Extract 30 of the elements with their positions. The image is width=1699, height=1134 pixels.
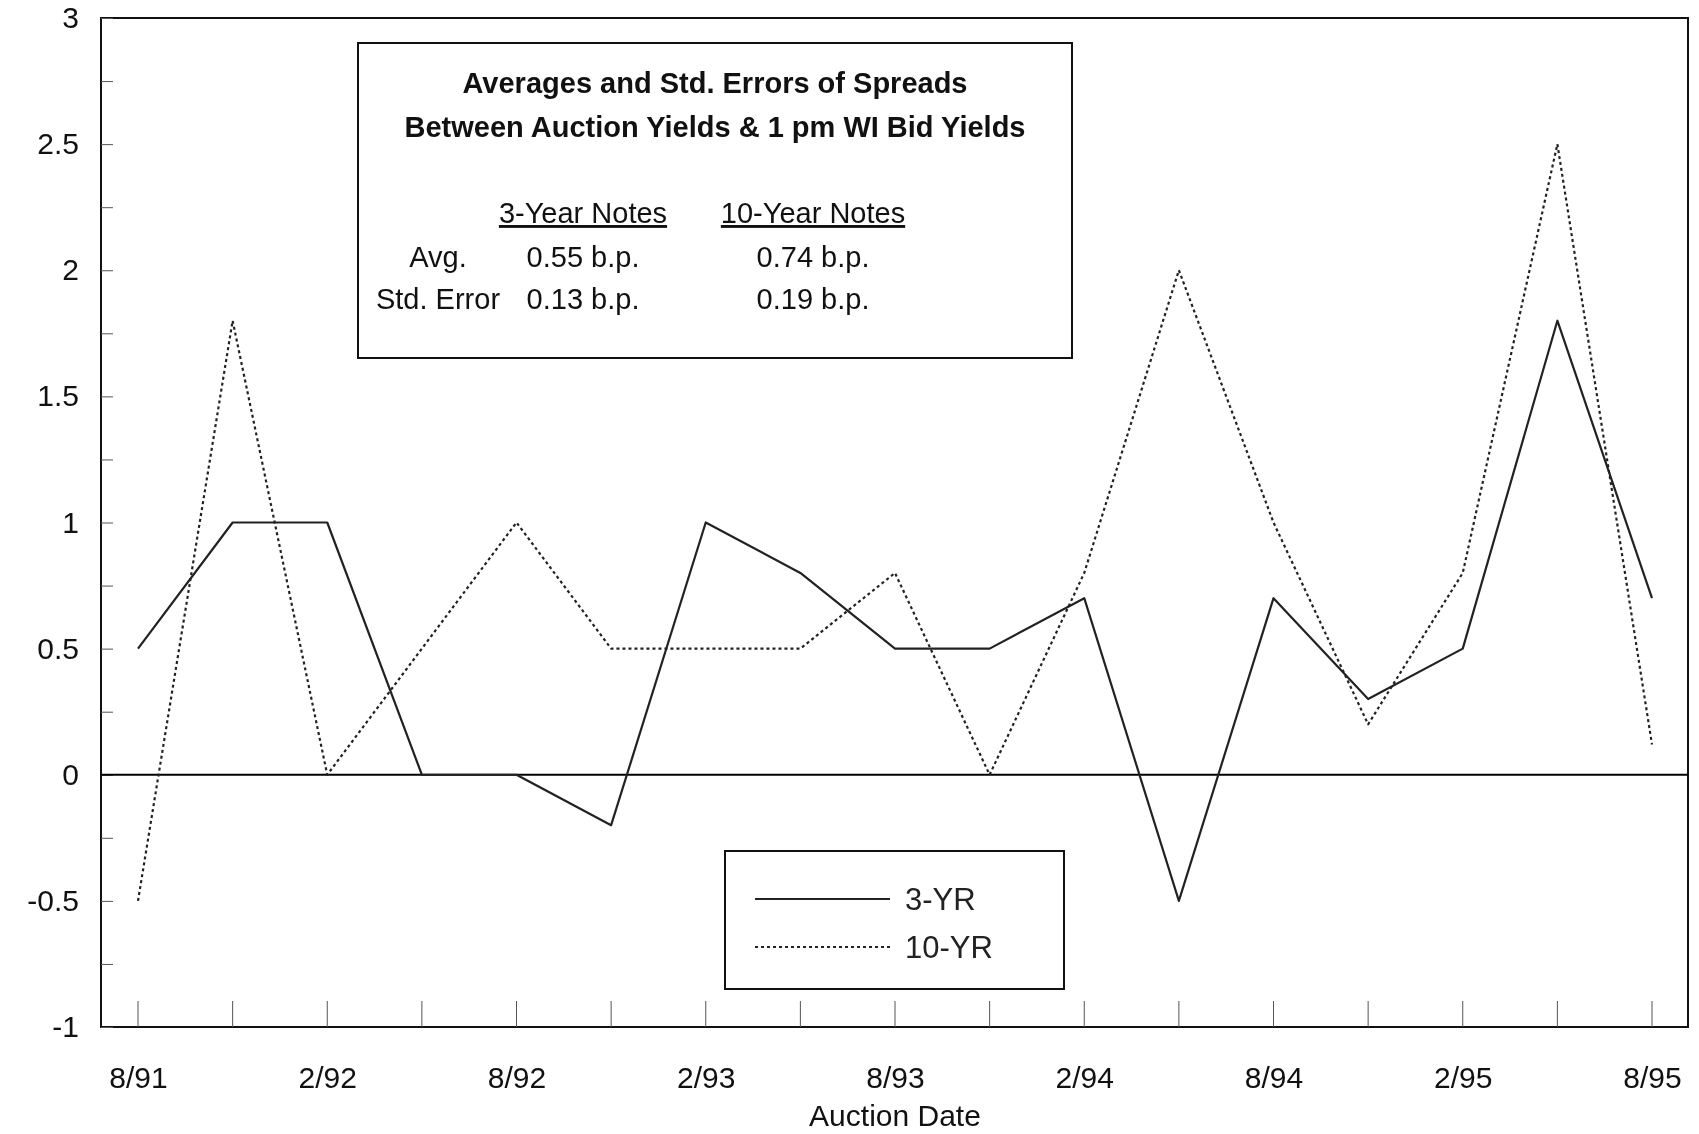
annotation: 0.13 b.p. <box>526 283 640 315</box>
y-tick-label: 1 <box>62 505 79 539</box>
x-tick-label: 2/92 <box>298 1061 357 1095</box>
legend-label: 3-YR <box>905 882 976 917</box>
annotation: 10-Year Notes <box>720 197 906 229</box>
y-tick-label: 2 <box>62 253 79 287</box>
legend-label: 10-YR <box>905 930 993 965</box>
annotation: 0.55 b.p. <box>526 241 640 273</box>
x-tick-label: 8/93 <box>866 1061 925 1095</box>
x-tick-label: 2/94 <box>1055 1061 1114 1095</box>
y-tick-label: 3 <box>62 1 79 35</box>
y-tick-label: 0.5 <box>37 631 79 665</box>
annotation: Avg. <box>409 241 467 273</box>
annotation: 0.74 b.p. <box>756 241 870 273</box>
y-tick-label: -0.5 <box>27 883 79 917</box>
y-tick-label: 1.5 <box>37 379 79 413</box>
x-tick-label: 2/93 <box>677 1061 736 1095</box>
x-tick-label: 2/95 <box>1434 1061 1493 1095</box>
annotation: 0.19 b.p. <box>756 283 870 315</box>
x-tick-label: 8/95 <box>1623 1061 1682 1095</box>
x-tick-label: 8/92 <box>487 1061 547 1095</box>
x-axis-title: Auction Date <box>809 1099 981 1132</box>
annotation: Std. Error <box>375 283 501 315</box>
text: Averages and Std. Errors of Spreads Between Auction Yields & 1 pm WI Bid Yields <box>404 67 1026 143</box>
annotation: 3-Year Notes <box>498 197 668 229</box>
x-tick-label: 8/94 <box>1244 1061 1304 1095</box>
x-tick-label: 8/91 <box>109 1061 168 1095</box>
y-tick-label: 0 <box>62 757 79 791</box>
y-tick-label: 2.5 <box>37 127 79 161</box>
y-tick-label: -1 <box>52 1010 79 1044</box>
